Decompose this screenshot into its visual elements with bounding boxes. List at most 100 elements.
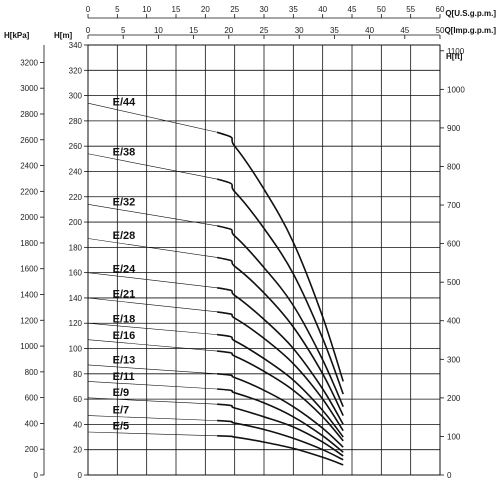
usgpm-tick-label: 10 xyxy=(142,5,151,14)
series-label: E/7 xyxy=(113,405,130,417)
impgpm-tick-label: 35 xyxy=(330,26,339,35)
m-tick-label: 180 xyxy=(69,243,83,252)
series-leader-line xyxy=(87,238,218,258)
series-curve xyxy=(216,178,344,395)
impgpm-tick-label: 15 xyxy=(189,26,198,35)
ft-tick-label: 1000 xyxy=(447,85,465,94)
series-label: E/32 xyxy=(113,196,136,208)
series-label: E/9 xyxy=(113,387,130,399)
usgpm-tick-label: 55 xyxy=(406,5,415,14)
m-tick-label: 20 xyxy=(73,446,82,455)
kpa-tick-label: 600 xyxy=(25,394,39,403)
kpa-tick-label: 0 xyxy=(34,471,39,480)
series-label: E/5 xyxy=(113,421,130,433)
series-curve xyxy=(217,435,344,466)
impgpm-tick-label: 50 xyxy=(436,26,445,35)
m-tick-label: 220 xyxy=(69,193,83,202)
series-labels: E/44 E/38 E/32 E/28 E/24 E/21 E/18 E/16 E/13 E/11… xyxy=(113,97,137,433)
usgpm-tick-label: 25 xyxy=(230,5,239,14)
kpa-tick-label: 2400 xyxy=(20,162,38,171)
ft-tick-label: 400 xyxy=(447,317,461,326)
impgpm-axis-label: Q[Imp.g.p.m.] xyxy=(444,26,496,35)
series-curve xyxy=(216,225,344,408)
m-tick-label: 260 xyxy=(69,142,83,151)
ft-tick-label: 1100 xyxy=(447,47,465,56)
m-tick-label: 300 xyxy=(69,92,83,101)
series-label: E/13 xyxy=(113,355,136,367)
m-tick-label: 340 xyxy=(69,41,83,50)
impgpm-tick-label: 40 xyxy=(365,26,374,35)
m-tick-label: 140 xyxy=(69,294,83,303)
kpa-tick-label: 400 xyxy=(25,419,39,428)
series-leader-line xyxy=(87,381,218,390)
series-leader-line xyxy=(87,102,218,133)
impgpm-tick-label: 45 xyxy=(400,26,409,35)
m-tick-label: 280 xyxy=(69,117,83,126)
usgpm-tick-label: 20 xyxy=(201,5,210,14)
series-leader-line xyxy=(87,397,218,405)
kpa-tick-label: 1000 xyxy=(20,342,38,351)
series-curve xyxy=(217,333,344,438)
m-tick-label: 240 xyxy=(69,167,83,176)
m-axis-label: H[m] xyxy=(54,31,73,40)
series-label: E/18 xyxy=(113,313,136,325)
usgpm-tick-label: 35 xyxy=(289,5,298,14)
series-label: E/11 xyxy=(113,371,135,383)
series-curve xyxy=(217,388,344,453)
series-curves xyxy=(216,131,344,466)
usgpm-axis-label: Q[U.S.g.p.m.] xyxy=(445,9,496,18)
usgpm-tick-label: 0 xyxy=(86,5,91,14)
series-leader-line xyxy=(87,415,218,421)
kpa-tick-label: 1400 xyxy=(20,290,38,299)
ft-tick-label: 500 xyxy=(447,278,461,287)
series-label: E/24 xyxy=(113,264,137,276)
m-tick-label: 80 xyxy=(73,370,82,379)
kpa-tick-label: 2000 xyxy=(20,213,38,222)
series-label: E/28 xyxy=(113,230,136,242)
m-tick-label: 40 xyxy=(73,420,82,429)
kpa-tick-label: 800 xyxy=(25,368,39,377)
usgpm-tick-label: 60 xyxy=(436,5,445,14)
impgpm-tick-label: 10 xyxy=(154,26,163,35)
ft-tick-label: 800 xyxy=(447,162,461,171)
series-leader-line xyxy=(87,297,218,313)
impgpm-tick-label: 0 xyxy=(86,26,91,35)
usgpm-tick-label: 50 xyxy=(377,5,386,14)
kpa-tick-label: 1600 xyxy=(20,265,38,274)
m-tick-label: 120 xyxy=(69,319,83,328)
usgpm-tick-label: 5 xyxy=(115,5,120,14)
ft-tick-label: 0 xyxy=(447,471,452,480)
impgpm-tick-label: 30 xyxy=(295,26,304,35)
series-label: E/38 xyxy=(113,147,136,159)
series-curve xyxy=(216,131,344,382)
kpa-axis-label: H[kPa] xyxy=(4,31,30,40)
series-curve xyxy=(216,256,344,416)
series-leader-line xyxy=(87,431,218,437)
kpa-tick-label: 3200 xyxy=(20,58,38,67)
series-leader-line xyxy=(87,272,218,289)
m-tick-label: 200 xyxy=(69,218,83,227)
kpa-tick-label: 1800 xyxy=(20,239,38,248)
kpa-tick-label: 200 xyxy=(25,445,39,454)
series-label: E/44 xyxy=(113,97,137,109)
ft-tick-label: 200 xyxy=(447,394,461,403)
plot-frame xyxy=(87,44,441,476)
kpa-tick-label: 2600 xyxy=(20,136,38,145)
ft-tick-label: 300 xyxy=(447,355,461,364)
ft-tick-label: 700 xyxy=(447,201,461,210)
ft-tick-label: 900 xyxy=(447,124,461,133)
series-leader-line xyxy=(87,364,218,375)
series-leader-line xyxy=(87,322,218,335)
series-leader-lines xyxy=(87,102,218,437)
kpa-tick-label: 2800 xyxy=(20,110,38,119)
series-curve xyxy=(217,403,344,457)
usgpm-tick-label: 45 xyxy=(348,5,357,14)
series-leader-line xyxy=(87,204,218,227)
m-tick-label: 320 xyxy=(69,66,83,75)
impgpm-tick-label: 20 xyxy=(224,26,233,35)
series-label: E/21 xyxy=(113,289,136,301)
grid xyxy=(40,14,444,476)
kpa-tick-label: 2200 xyxy=(20,187,38,196)
tick-labels: 0 5 10 15 20 25 30 35 40 45 50 55 600 5 10 15 20 25 30 35 40… xyxy=(20,5,465,480)
ft-axis-label: H[ft] xyxy=(446,52,463,61)
